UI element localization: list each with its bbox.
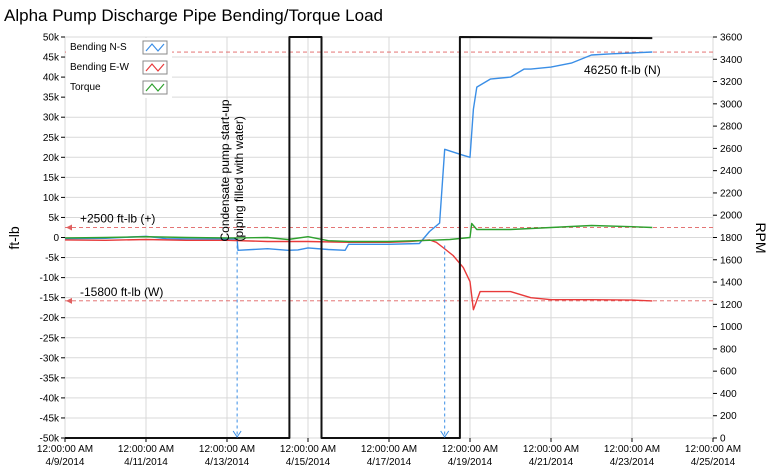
x-tick-label-time: 12:00:00 AM bbox=[37, 444, 93, 455]
x-tick-label-time: 12:00:00 AM bbox=[280, 444, 336, 455]
y-tick-label: 50k bbox=[43, 33, 60, 44]
y2-tick-label: 3400 bbox=[720, 55, 743, 66]
x-tick-label-time: 12:00:00 AM bbox=[523, 444, 579, 455]
y-tick-label: -20k bbox=[40, 313, 60, 324]
x-tick-label-time: 12:00:00 AM bbox=[118, 444, 174, 455]
y-tick-label: 35k bbox=[43, 93, 60, 104]
legend: Bending N-S Bending E-W Torque bbox=[66, 38, 172, 98]
x-tick-label-date: 4/23/2014 bbox=[610, 457, 655, 468]
y-tick-label: 45k bbox=[43, 53, 60, 64]
y2-tick-label: 2200 bbox=[720, 188, 743, 199]
legend-entry-bending-ns: Bending N-S bbox=[70, 42, 127, 53]
x-tick-label-date: 4/13/2014 bbox=[205, 457, 250, 468]
legend-line-torque bbox=[145, 83, 165, 92]
y-tick-label: 40k bbox=[43, 73, 60, 84]
x-tick-label-date: 4/9/2014 bbox=[46, 457, 85, 468]
y2-tick-label: 3000 bbox=[720, 99, 743, 110]
event-label-line2: (piping filled with water) bbox=[232, 116, 246, 241]
y-axis-label: ft-lb bbox=[6, 226, 22, 250]
y2-tick-label: 3200 bbox=[720, 77, 743, 88]
reference-arrow bbox=[66, 297, 72, 304]
y-tick-label: 25k bbox=[43, 133, 60, 144]
y-tick-label: -25k bbox=[40, 333, 60, 344]
series-line-torque bbox=[64, 222, 653, 243]
y2-tick-label: 1800 bbox=[720, 233, 743, 244]
y2-tick-label: 1400 bbox=[720, 278, 743, 289]
x-tick-label-date: 4/21/2014 bbox=[529, 457, 574, 468]
y-tick-label: -5k bbox=[45, 253, 60, 264]
reference-label: +2500 ft-lb (+) bbox=[80, 211, 155, 225]
x-tick-label-date: 4/15/2014 bbox=[286, 457, 331, 468]
y2-tick-label: 3600 bbox=[720, 33, 743, 44]
y-tick-label: 15k bbox=[43, 173, 60, 184]
x-tick-label-date: 4/17/2014 bbox=[367, 457, 412, 468]
y2-tick-label: 1000 bbox=[720, 322, 743, 333]
y2-tick-label: 400 bbox=[720, 389, 737, 400]
x-tick-label-date: 4/11/2014 bbox=[124, 457, 168, 468]
y-tick-label: -45k bbox=[40, 413, 60, 424]
y2-tick-label: 800 bbox=[720, 344, 737, 355]
x-axis-ticks: 12:00:00 AM 4/9/2014 12:00:00 AM 4/11/2014 1… bbox=[37, 438, 741, 468]
event-marker-arrow bbox=[440, 430, 450, 438]
y-tick-label: -50k bbox=[40, 434, 60, 445]
y-tick-label: -15k bbox=[40, 293, 60, 304]
y-tick-label: 0 bbox=[53, 233, 59, 244]
reference-arrow bbox=[66, 224, 72, 231]
legend-entry-bending-ew: Bending E-W bbox=[70, 62, 129, 73]
y2-tick-label: 2600 bbox=[720, 144, 743, 155]
event-marker-arrow bbox=[232, 430, 242, 438]
y2-tick-label: 600 bbox=[720, 367, 737, 378]
x-tick-label-time: 12:00:00 AM bbox=[604, 444, 660, 455]
y-tick-label: -30k bbox=[40, 353, 60, 364]
y2-axis-label: RPM bbox=[753, 222, 769, 253]
y2-tick-label: 200 bbox=[720, 411, 737, 422]
reference-label: -15800 ft-lb (W) bbox=[80, 285, 163, 299]
series-line-rpm bbox=[65, 36, 653, 439]
y2-tick-label: 1600 bbox=[720, 255, 743, 266]
x-tick-label-time: 12:00:00 AM bbox=[361, 444, 417, 455]
y-tick-label: 5k bbox=[48, 213, 60, 224]
y2-tick-label: 2800 bbox=[720, 122, 743, 133]
y2-tick-label: 1200 bbox=[720, 300, 743, 311]
x-tick-label-date: 4/19/2014 bbox=[448, 457, 493, 468]
x-tick-label-date: 4/25/2014 bbox=[691, 457, 736, 468]
x-tick-label-time: 12:00:00 AM bbox=[199, 444, 255, 455]
x-tick-label-time: 12:00:00 AM bbox=[685, 444, 741, 455]
legend-line-bending-ew bbox=[145, 63, 165, 72]
series-layer bbox=[64, 36, 653, 439]
y-tick-label: 10k bbox=[43, 193, 60, 204]
y2-axis-ticks: 3600340032003000280026002400220020001800… bbox=[713, 33, 743, 445]
event-markers: Condensate pump start-up (piping filled w… bbox=[218, 99, 450, 438]
y-tick-label: -40k bbox=[40, 393, 60, 404]
legend-line-bending-ns bbox=[145, 43, 165, 52]
y-tick-label: -35k bbox=[40, 373, 60, 384]
y-tick-label: 20k bbox=[43, 153, 60, 164]
y-tick-label: -10k bbox=[40, 273, 60, 284]
reference-label: 46250 ft-lb (N) bbox=[584, 63, 661, 77]
y2-tick-label: 2400 bbox=[720, 166, 743, 177]
y2-tick-label: 0 bbox=[720, 434, 726, 445]
event-label-line1: Condensate pump start-up bbox=[218, 99, 232, 241]
y-axis-ticks: 50k 45k 40k 35k 30k 25k 20k 15k 10k 5k 0 -5k -10k -15… bbox=[40, 33, 65, 445]
x-tick-label-time: 12:00:00 AM bbox=[442, 444, 498, 455]
series-line-bending-e-w bbox=[64, 238, 653, 311]
reference-lines: 46250 ft-lb (N) +2500 ft-lb (+) -15800 ft-… bbox=[65, 51, 713, 304]
series-line-bending-n-s bbox=[64, 51, 653, 252]
legend-entry-torque: Torque bbox=[70, 82, 101, 93]
y-tick-label: 30k bbox=[43, 113, 60, 124]
y2-tick-label: 2000 bbox=[720, 211, 743, 222]
grid bbox=[64, 36, 714, 439]
chart-title: Alpha Pump Discharge Pipe Bending/Torque… bbox=[4, 6, 383, 25]
